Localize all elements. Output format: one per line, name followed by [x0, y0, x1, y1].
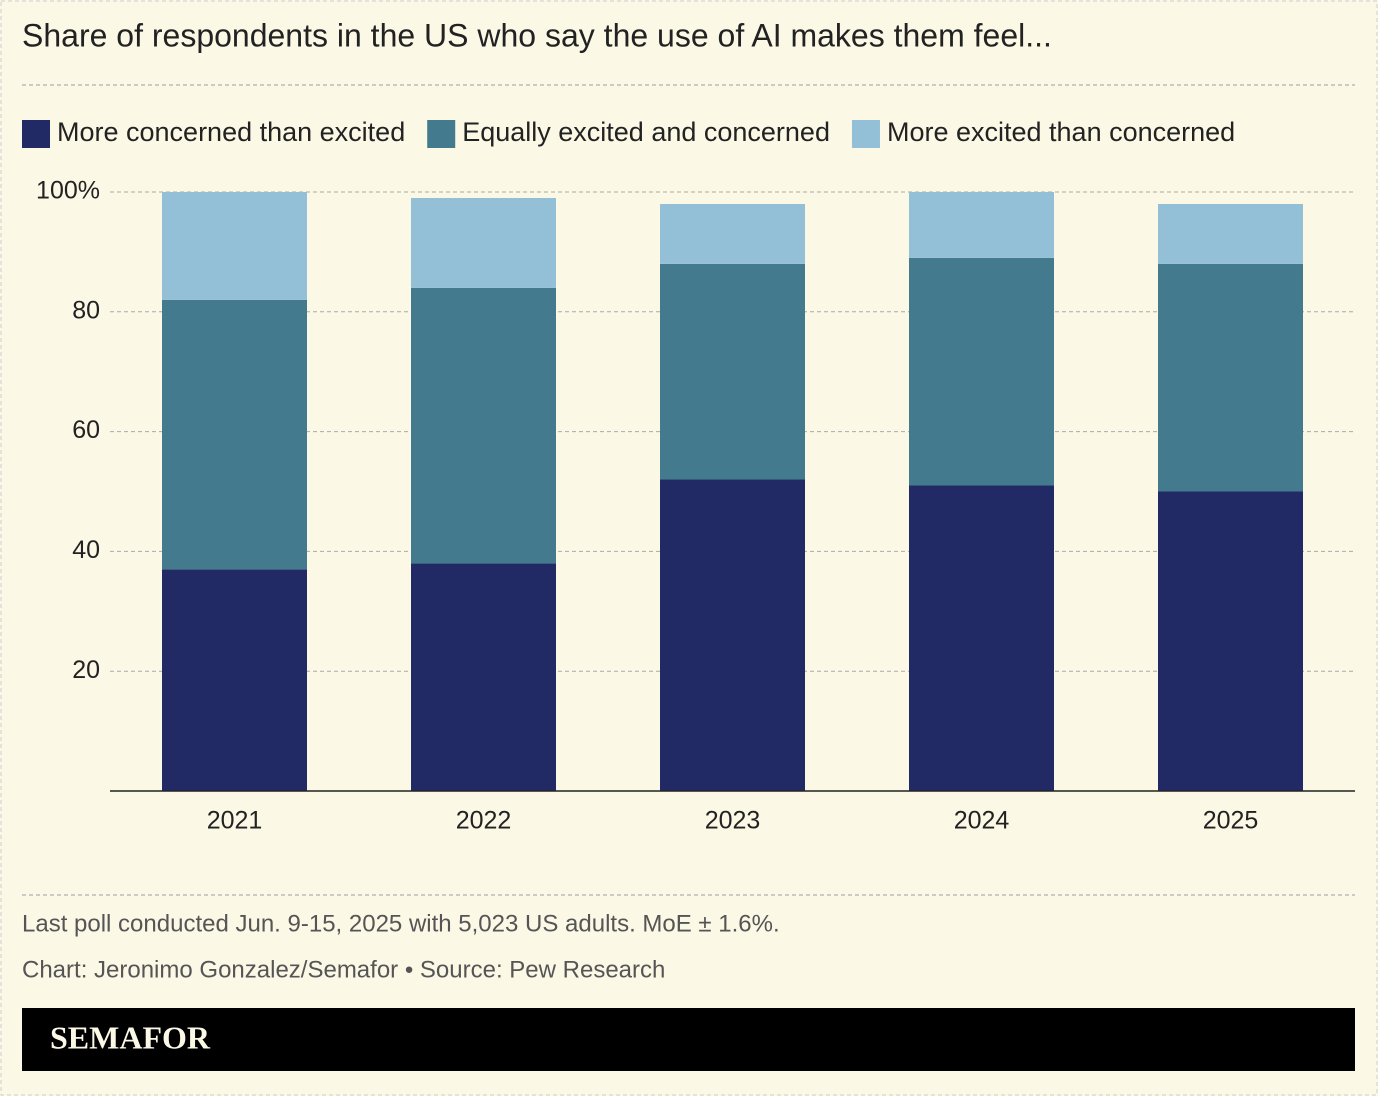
bar-segment: [411, 197, 556, 288]
legend-swatch: [851, 120, 880, 148]
chart-title: Share of respondents in the US who say t…: [22, 17, 1052, 53]
bar-segment: [411, 563, 556, 791]
bar-segment: [660, 479, 805, 791]
bar-segment: [909, 485, 1054, 791]
x-tick-label: 2023: [705, 807, 761, 835]
bar-segment: [909, 257, 1054, 486]
y-tick-label: 40: [72, 536, 100, 564]
bar-segment: [1158, 263, 1303, 492]
x-tick-label: 2021: [207, 807, 263, 835]
legend-swatch: [427, 120, 456, 148]
bar-segment: [660, 263, 805, 480]
brand: SEMAFOR: [50, 1019, 211, 1055]
legend-label: More excited than concerned: [887, 117, 1235, 147]
bar-segment: [162, 299, 307, 570]
brand-bar: [22, 1008, 1355, 1071]
source: Chart: Jeronimo Gonzalez/Semafor • Sourc…: [22, 956, 665, 983]
x-tick-label: 2025: [1203, 807, 1259, 835]
x-tick-label: 2024: [954, 807, 1010, 835]
bar-segment: [909, 192, 1054, 258]
legend-label: More concerned than excited: [57, 117, 405, 147]
bar-segment: [1158, 203, 1303, 264]
bar-segment: [411, 287, 556, 564]
y-tick-label: 60: [72, 416, 100, 444]
y-tick-label: 100%: [36, 177, 100, 205]
bar-segment: [1158, 491, 1303, 791]
legend-swatch: [22, 120, 50, 148]
legend-label: Equally excited and concerned: [462, 117, 830, 147]
bar-segment: [162, 569, 307, 791]
bar-segment: [660, 203, 805, 264]
bar-segment: [162, 192, 307, 300]
y-tick-label: 80: [72, 296, 100, 324]
note: Last poll conducted Jun. 9-15, 2025 with…: [22, 910, 780, 937]
y-tick-label: 20: [72, 656, 100, 684]
x-tick-label: 2022: [456, 807, 512, 835]
